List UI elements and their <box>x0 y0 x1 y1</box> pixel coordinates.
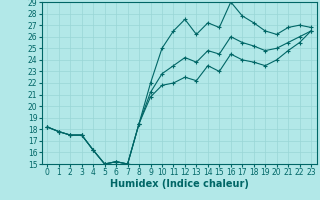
X-axis label: Humidex (Indice chaleur): Humidex (Indice chaleur) <box>110 179 249 189</box>
